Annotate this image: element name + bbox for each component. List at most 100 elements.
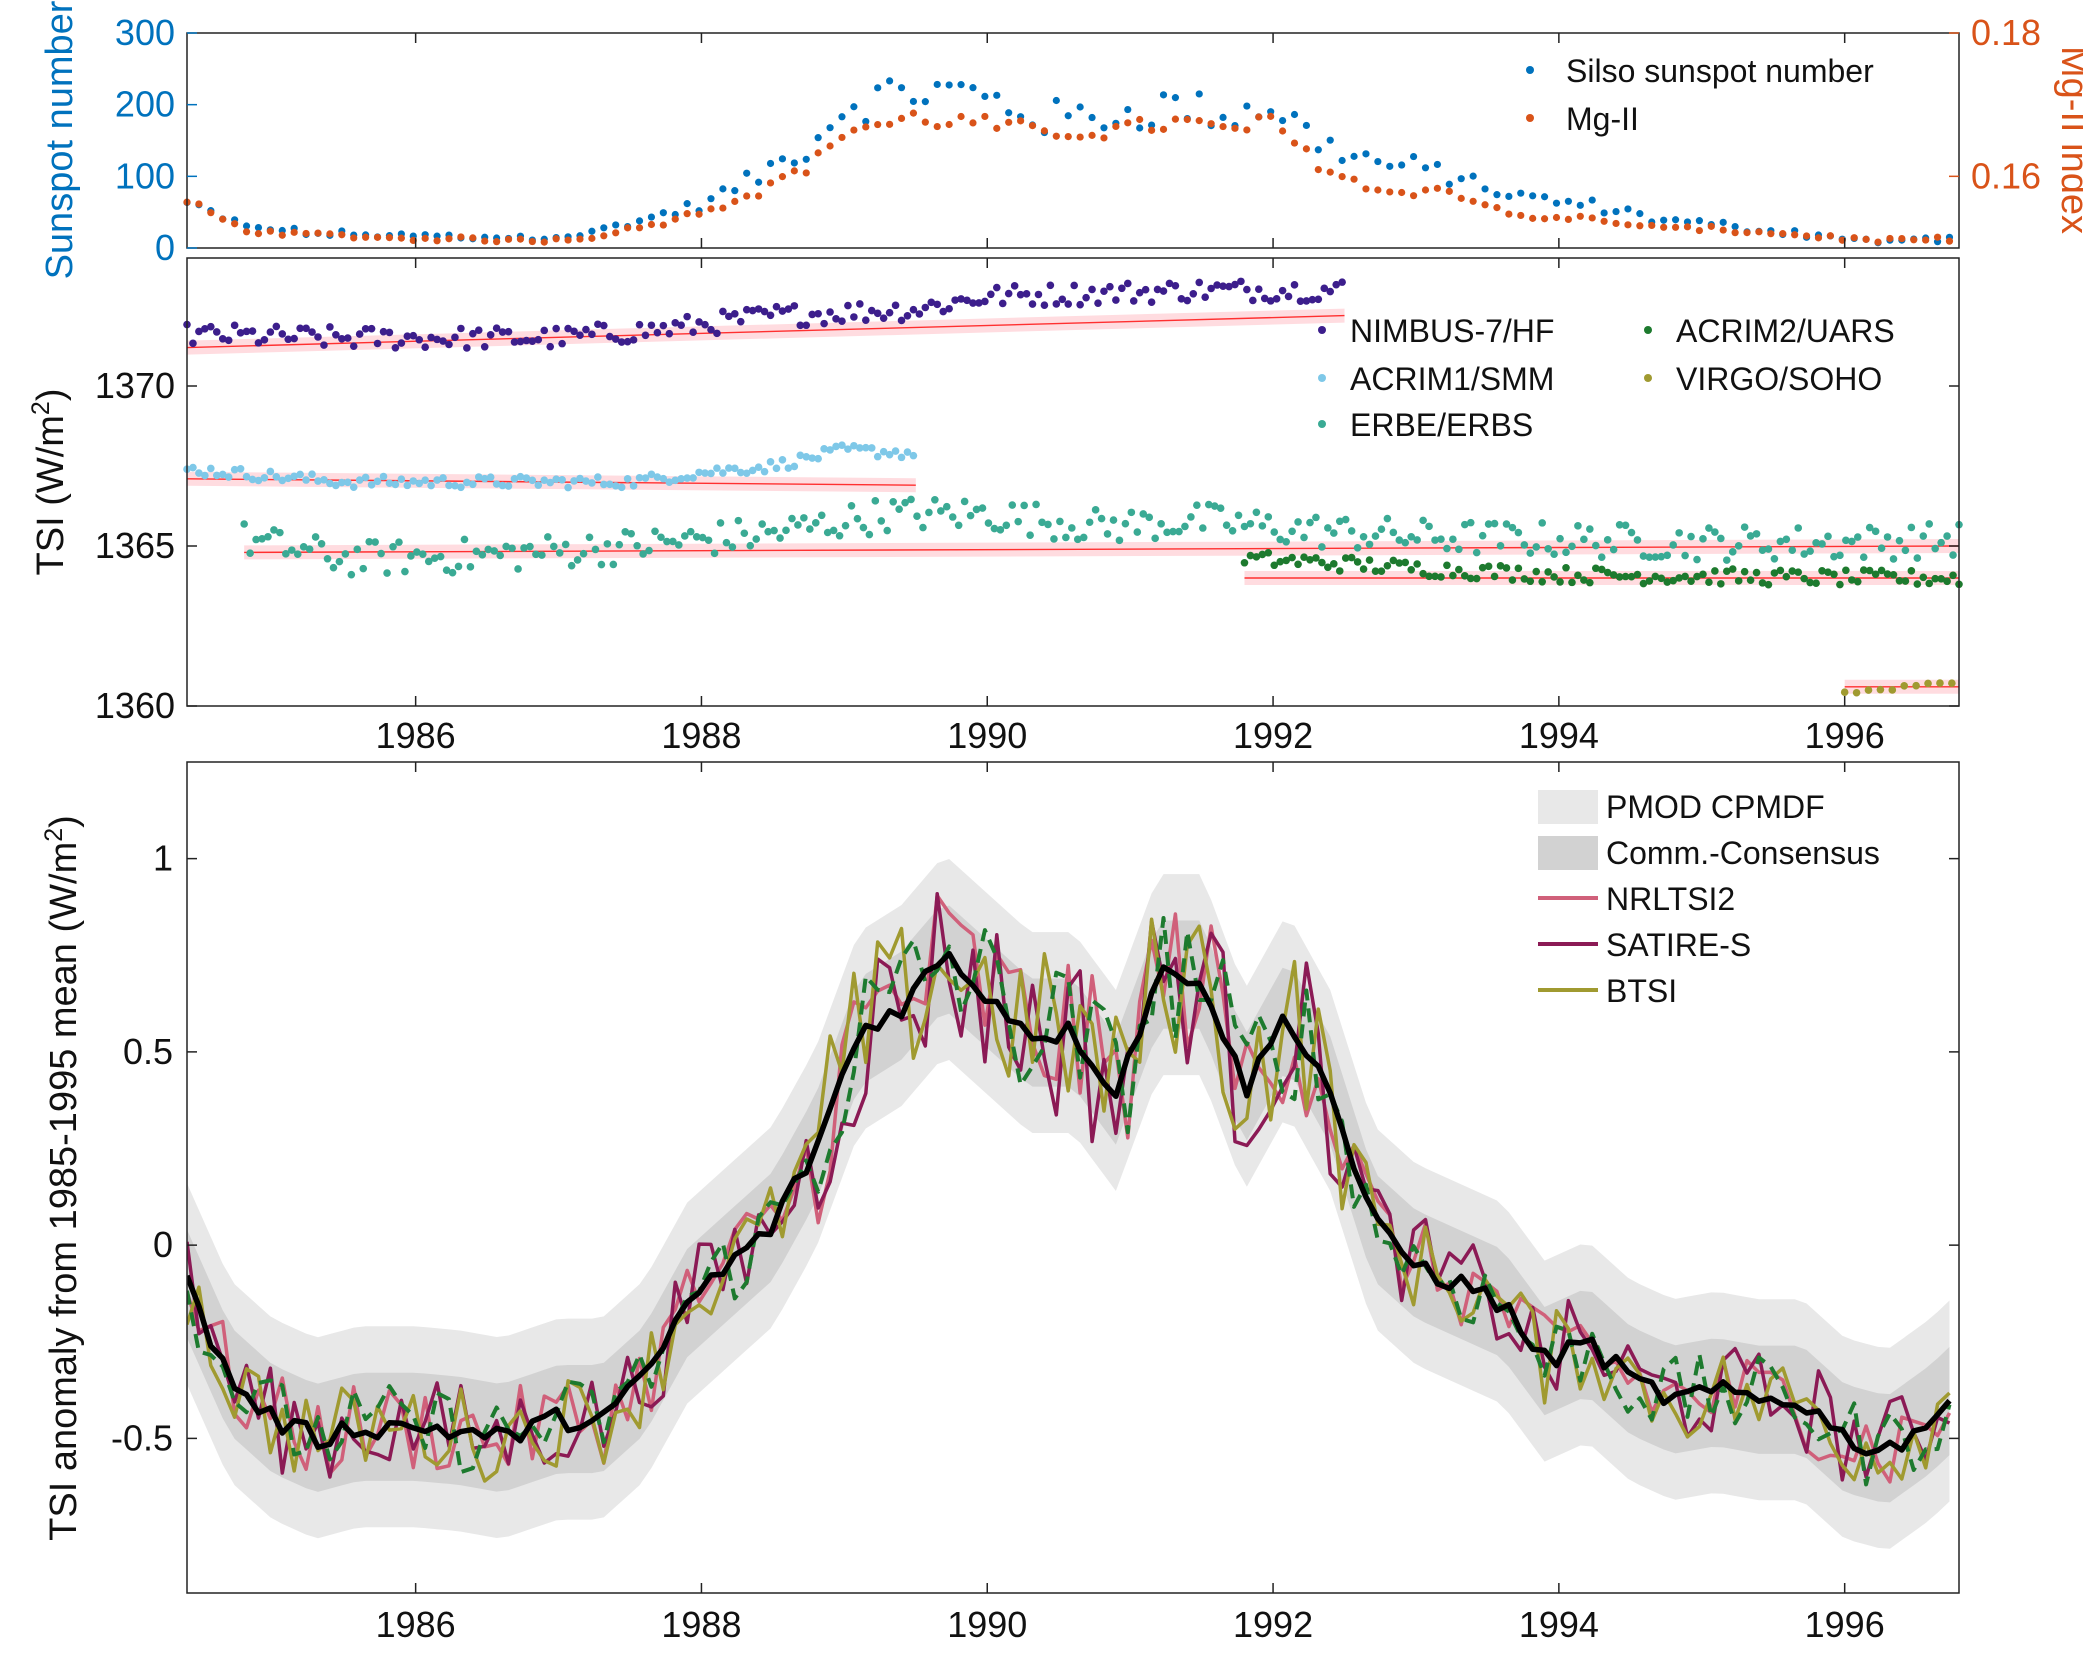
acrim1-point xyxy=(873,452,882,461)
mgii-point xyxy=(254,230,263,238)
sunspot-point xyxy=(1386,162,1394,170)
mgii-point xyxy=(683,210,691,218)
mgii-point xyxy=(1850,234,1858,242)
acrim2-point xyxy=(1443,561,1451,570)
erbe-point xyxy=(1276,535,1285,544)
mgii-point xyxy=(564,236,572,244)
nimbus-point xyxy=(820,319,828,328)
erbe-point xyxy=(1026,531,1034,540)
mgii-point xyxy=(1338,172,1346,181)
mgii-point xyxy=(814,149,822,157)
erbe-point xyxy=(1413,536,1421,544)
acrim2-point xyxy=(1943,577,1951,586)
acrim1-point xyxy=(742,469,751,478)
sunspot-point xyxy=(1409,152,1418,161)
x-tick-label: 1988 xyxy=(661,267,741,308)
nimbus-point xyxy=(195,327,203,336)
mgii-point xyxy=(624,224,632,232)
nimbus-point xyxy=(302,324,310,333)
nimbus-point xyxy=(1106,282,1114,291)
mgii-point xyxy=(302,229,310,238)
sunspot-point xyxy=(1326,136,1334,144)
acrim1-point xyxy=(254,476,263,485)
erbe-point xyxy=(1365,540,1374,549)
acrim1-point xyxy=(373,477,382,486)
acrim2-point xyxy=(1312,554,1320,562)
acrim2-point xyxy=(1324,563,1332,572)
mgii-point xyxy=(1624,221,1632,229)
erbe-point xyxy=(323,554,332,563)
acrim2-point xyxy=(1329,560,1338,568)
mgii-point xyxy=(552,235,560,243)
acrim2-point xyxy=(1877,566,1886,575)
nimbus-point xyxy=(367,324,376,333)
nimbus-point xyxy=(588,330,596,339)
sunspot-point xyxy=(1052,96,1060,105)
acrim1-point xyxy=(605,480,614,489)
erbe-point xyxy=(728,543,737,551)
acrim1-point xyxy=(326,479,334,488)
nimbus-point xyxy=(373,339,382,348)
legend-marker-erbe xyxy=(1318,420,1326,428)
nimbus-point xyxy=(1165,279,1174,288)
erbe-point xyxy=(1068,524,1076,532)
erbe-point xyxy=(365,537,374,546)
sunspot-point xyxy=(1100,124,1108,132)
acrim1-point xyxy=(195,469,203,477)
mgii-point xyxy=(826,142,834,150)
mgii-point xyxy=(1159,125,1168,133)
erbe-point xyxy=(758,520,766,528)
acrim1-point xyxy=(885,450,894,459)
erbe-point xyxy=(889,497,897,506)
mgii-point xyxy=(981,112,989,121)
bot-axes-box xyxy=(186,761,1960,1594)
erbe-point xyxy=(246,549,254,558)
erbe-point xyxy=(1603,536,1612,544)
erbe-point xyxy=(954,521,963,530)
nimbus-point xyxy=(1189,289,1198,298)
mgii-point xyxy=(659,221,667,229)
nimbus-point xyxy=(1266,297,1275,305)
erbe-point xyxy=(341,550,350,558)
nimbus-point xyxy=(278,330,287,338)
nimbus-point xyxy=(1272,295,1281,303)
mgii-point xyxy=(993,124,1001,132)
erbe-point xyxy=(960,497,969,506)
nimbus-point xyxy=(1183,296,1192,305)
erbe-point xyxy=(806,525,814,533)
erbe-point xyxy=(1764,545,1773,553)
erbe-point xyxy=(764,527,772,536)
mgii-point xyxy=(850,126,858,134)
acrim1-point xyxy=(641,474,650,482)
erbe-point xyxy=(1460,520,1469,529)
acrim2-point xyxy=(1466,574,1475,583)
erbe-point xyxy=(1544,544,1552,553)
nimbus-point xyxy=(439,337,447,345)
nimbus-point xyxy=(230,321,239,330)
x-tick-label: 1992 xyxy=(1233,1604,1313,1645)
sunspot-point xyxy=(1719,218,1727,226)
acrim2-point xyxy=(1383,561,1392,570)
legend-label-mgii: Mg-II xyxy=(1566,101,1639,137)
mgii-point xyxy=(1386,188,1394,196)
acrim1-point xyxy=(385,479,394,488)
mgii-point xyxy=(1314,165,1322,174)
mgii-point xyxy=(1445,187,1453,195)
legend-marker-acrim2 xyxy=(1644,326,1652,334)
acrim1-point xyxy=(576,474,584,483)
erbe-point xyxy=(1318,543,1326,551)
erbe-point xyxy=(1937,538,1945,547)
sunspot-point xyxy=(1493,191,1501,199)
mgii-point xyxy=(1731,229,1739,237)
erbe-point xyxy=(585,533,594,542)
acrim1-point xyxy=(433,476,441,484)
x-tick-label: 1990 xyxy=(947,715,1027,756)
mgii-point xyxy=(481,237,489,245)
erbe-point xyxy=(1776,537,1785,546)
acrim2-point xyxy=(1556,578,1564,586)
nimbus-point xyxy=(1177,295,1186,303)
acrim2-point xyxy=(1871,570,1880,579)
erbe-point xyxy=(490,547,499,555)
erbe-point xyxy=(942,502,951,511)
acrim2-point xyxy=(1782,572,1791,581)
